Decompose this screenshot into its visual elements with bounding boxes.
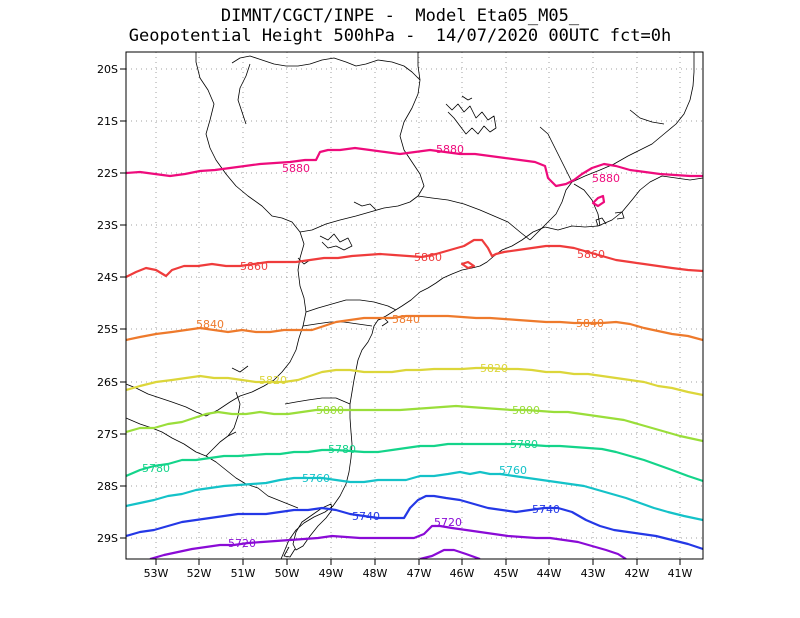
contour-label-5800b: 5800 (512, 404, 540, 417)
contour-5880-closed (591, 194, 606, 208)
contour-label-5720a: 5720 (228, 537, 256, 550)
contour-5820 (126, 366, 703, 397)
contour-5760 (126, 470, 703, 522)
contour-label-5800a: 5800 (316, 404, 344, 417)
contour-5800 (126, 404, 703, 443)
contour-5780 (126, 442, 703, 483)
contour-label-5780c: 5780 (510, 438, 538, 451)
map-title-line-2: Geopotential Height 500hPa - 14/07/2020 … (128, 26, 672, 46)
contour-5860-closed (460, 260, 476, 270)
contour-label-5740b: 5740 (532, 503, 560, 516)
contour-label-5720b: 5720 (434, 516, 462, 529)
lon-label: 52W (187, 567, 212, 580)
lat-label: 27S (97, 428, 118, 441)
contour-label-5840c: 5840 (576, 317, 604, 330)
lat-label: 26S (97, 376, 118, 389)
latitude-labels: 20S 21S 22S 23S 24S 25S 26S 27S 28S 29S (97, 63, 118, 545)
contour-label-5760b: 5760 (499, 464, 527, 477)
lat-label: 25S (97, 323, 118, 336)
lat-label: 20S (97, 63, 118, 76)
lon-label: 49W (319, 567, 344, 580)
contour-5740 (126, 494, 703, 551)
contour-5840 (126, 314, 703, 342)
contour-label-5740a: 5740 (352, 510, 380, 523)
contour-label-5820b: 5820 (480, 362, 508, 375)
tick-marks (120, 68, 681, 565)
lat-label: 21S (97, 115, 118, 128)
contour-label-5760a: 5760 (302, 472, 330, 485)
lon-label: 44W (537, 567, 562, 580)
contour-label-5880b: 5880 (436, 143, 464, 156)
contour-label-5880a: 5880 (282, 162, 310, 175)
lon-label: 53W (144, 567, 169, 580)
lat-label: 23S (97, 219, 118, 232)
lat-label: 29S (97, 532, 118, 545)
lat-label: 22S (97, 167, 118, 180)
contour-label-5840a: 5840 (196, 318, 224, 331)
contour-5860 (126, 238, 703, 278)
contour-label-5880c: 5880 (592, 172, 620, 185)
contour-label-5860c: 5860 (577, 248, 605, 261)
map-title-line-1: DIMNT/CGCT/INPE - Model Eta05_M05_ (220, 6, 580, 26)
lon-label: 43W (581, 567, 606, 580)
lon-label: 46W (450, 567, 475, 580)
contour-label-5860a: 5860 (240, 260, 268, 273)
contour-5720 (149, 524, 627, 559)
coastline-and-borders (126, 52, 703, 559)
contour-5880 (126, 146, 703, 188)
lat-label: 28S (97, 480, 118, 493)
contour-labels: 5880 5880 5880 5860 5860 5860 5840 5840 … (142, 143, 620, 550)
gridlines (126, 52, 703, 559)
contour-label-5820a: 5820 (259, 374, 287, 387)
plot-frame (125, 51, 704, 560)
lon-label: 47W (407, 567, 432, 580)
geopotential-contours (126, 146, 703, 559)
lon-label: 42W (625, 567, 650, 580)
longitude-labels: 53W 52W 51W 50W 49W 48W 47W 46W 45W 44W … (144, 567, 693, 580)
lon-label: 50W (275, 567, 300, 580)
lat-label: 24S (97, 271, 118, 284)
lon-label: 41W (668, 567, 693, 580)
contour-label-5780a: 5780 (142, 462, 170, 475)
lon-label: 48W (363, 567, 388, 580)
contour-label-5840b: 5840 (392, 313, 420, 326)
lon-label: 45W (494, 567, 519, 580)
lon-label: 51W (231, 567, 256, 580)
contour-label-5860b: 5860 (414, 251, 442, 264)
contour-label-5780b: 5780 (328, 443, 356, 456)
contour-5720-south (419, 548, 481, 559)
